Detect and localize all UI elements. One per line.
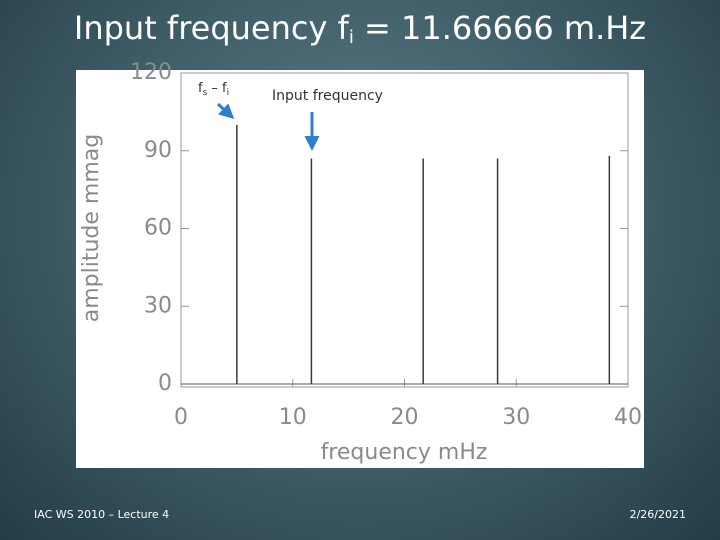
- x-tick-label: 0: [174, 405, 188, 430]
- slide-title: Input frequency fi = 11.66666 m.Hz: [74, 9, 646, 48]
- y-tick-label: 0: [158, 371, 172, 396]
- y-tick-label: 120: [130, 60, 172, 85]
- y-tick-label: 30: [144, 293, 172, 318]
- x-axis-label: frequency mHz: [321, 440, 488, 465]
- footer-left: IAC WS 2010 – Lecture 4: [34, 508, 169, 521]
- x-tick-label: 30: [502, 405, 530, 430]
- y-tick-label: 60: [144, 216, 172, 241]
- annotation: fs – fi: [198, 81, 229, 98]
- x-tick-label: 20: [391, 405, 419, 430]
- arrow: [216, 102, 235, 120]
- x-tick-label: 40: [614, 405, 642, 430]
- footer-right: 2/26/2021: [630, 508, 686, 521]
- annotation: Input frequency: [272, 88, 383, 104]
- y-axis-label: amplitude mmag: [79, 134, 104, 322]
- chart-panel: [76, 70, 644, 468]
- y-tick-label: 90: [144, 138, 172, 163]
- x-tick-label: 10: [279, 405, 307, 430]
